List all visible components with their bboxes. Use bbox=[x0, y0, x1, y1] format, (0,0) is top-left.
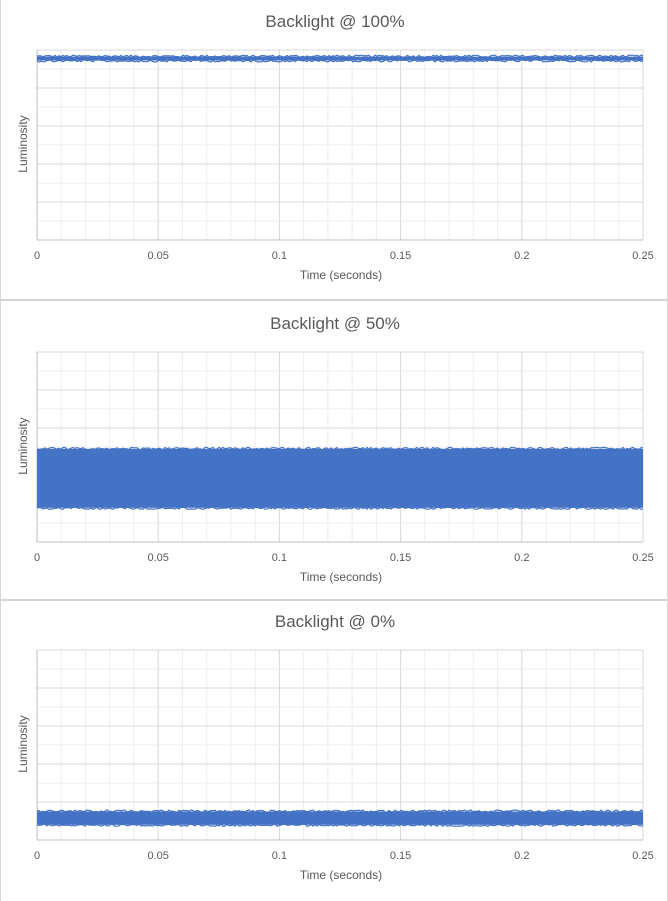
x-tick-label: 0 bbox=[34, 850, 40, 862]
series-line-lower bbox=[36, 58, 644, 63]
x-tick-label: 0.2 bbox=[514, 850, 529, 862]
x-tick-label: 0.1 bbox=[272, 552, 287, 564]
x-tick-label: 0.05 bbox=[147, 850, 168, 862]
series-line-upper bbox=[37, 54, 644, 59]
panel-divider bbox=[0, 299, 668, 301]
x-axis-label: Time (seconds) bbox=[300, 268, 382, 282]
gridlines bbox=[36, 351, 644, 543]
x-tick-label: 0.25 bbox=[632, 850, 653, 862]
chart-backlight-0: Backlight @ 0% 0 0.05 0.1 0.15 0.2 0.25 Time (s… bbox=[16, 612, 654, 882]
x-tick-label: 0.25 bbox=[632, 250, 653, 262]
x-tick-label: 0 bbox=[34, 552, 40, 564]
x-tick-label: 0.15 bbox=[390, 850, 411, 862]
x-tick-label: 0.1 bbox=[272, 850, 287, 862]
chart-backlight-50: Backlight @ 50% 0 0.05 0.1 0.15 0.2 0.25 Time (… bbox=[16, 314, 654, 584]
y-axis-label: Luminosity bbox=[16, 115, 30, 172]
x-tick-label: 0.15 bbox=[390, 552, 411, 564]
series-line-upper bbox=[36, 809, 644, 813]
chart-title: Backlight @ 0% bbox=[275, 612, 395, 631]
x-tick-label: 0.1 bbox=[272, 250, 287, 262]
chart-backlight-100: Backlight @ 100% 0 0.05 0.1 0.15 0.2 0.25 Time … bbox=[16, 12, 654, 282]
y-axis-label: Luminosity bbox=[16, 715, 30, 772]
panel-divider bbox=[0, 599, 668, 601]
series-line-upper bbox=[36, 446, 644, 451]
x-tick-label: 0.05 bbox=[147, 250, 168, 262]
series-band bbox=[37, 811, 643, 825]
gridlines bbox=[36, 49, 644, 241]
series-band bbox=[37, 448, 643, 508]
series-band bbox=[37, 56, 643, 61]
x-axis-label: Time (seconds) bbox=[300, 868, 382, 882]
x-tick-label: 0.05 bbox=[147, 552, 168, 564]
chart-title: Backlight @ 100% bbox=[265, 12, 404, 31]
chart-panel-100: Backlight @ 100% 0 0.05 0.1 0.15 0.2 0.25 Time … bbox=[0, 0, 668, 300]
chart-panel-0: Backlight @ 0% 0 0.05 0.1 0.15 0.2 0.25 Time (s… bbox=[0, 601, 668, 901]
chart-title: Backlight @ 50% bbox=[270, 314, 400, 333]
chart-panel-50: Backlight @ 50% 0 0.05 0.1 0.15 0.2 0.25 Time (… bbox=[0, 301, 668, 599]
series-line-lower bbox=[36, 506, 644, 511]
x-tick-label: 0.15 bbox=[390, 250, 411, 262]
x-tick-label: 0.25 bbox=[632, 552, 653, 564]
x-tick-label: 0.2 bbox=[514, 552, 529, 564]
y-axis-label: Luminosity bbox=[16, 417, 30, 474]
series-line-lower bbox=[36, 823, 644, 828]
x-tick-label: 0.2 bbox=[514, 250, 529, 262]
x-tick-label: 0 bbox=[34, 250, 40, 262]
x-axis-label: Time (seconds) bbox=[300, 570, 382, 584]
